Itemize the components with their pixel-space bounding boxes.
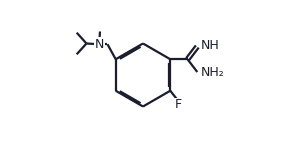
Text: NH: NH bbox=[201, 39, 220, 52]
Text: NH₂: NH₂ bbox=[201, 66, 225, 79]
Text: F: F bbox=[175, 99, 182, 111]
Text: N: N bbox=[95, 38, 104, 51]
